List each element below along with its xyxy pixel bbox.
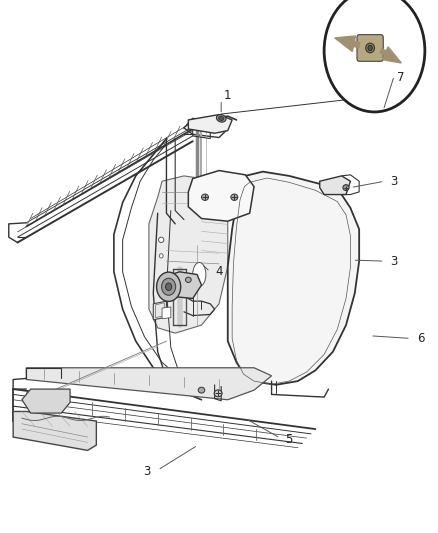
Ellipse shape — [219, 116, 224, 120]
Ellipse shape — [166, 283, 172, 290]
Ellipse shape — [214, 390, 222, 397]
Ellipse shape — [198, 387, 205, 393]
FancyBboxPatch shape — [357, 35, 383, 61]
Text: 3: 3 — [391, 255, 398, 268]
Ellipse shape — [157, 272, 180, 302]
Circle shape — [324, 0, 425, 112]
Ellipse shape — [162, 278, 176, 295]
Ellipse shape — [343, 184, 349, 191]
Text: 3: 3 — [143, 465, 150, 478]
Text: 7: 7 — [397, 71, 405, 84]
Text: 3: 3 — [391, 175, 398, 188]
Ellipse shape — [216, 115, 226, 122]
Polygon shape — [158, 272, 201, 298]
Polygon shape — [13, 411, 96, 450]
Text: 6: 6 — [417, 332, 424, 345]
Polygon shape — [320, 176, 350, 195]
FancyArrow shape — [380, 47, 401, 63]
Ellipse shape — [231, 194, 238, 200]
Polygon shape — [228, 172, 359, 385]
Polygon shape — [149, 176, 228, 333]
Text: 1: 1 — [224, 90, 232, 102]
Text: 4: 4 — [215, 265, 223, 278]
Polygon shape — [153, 301, 166, 320]
Ellipse shape — [186, 277, 191, 282]
Ellipse shape — [368, 45, 372, 51]
Polygon shape — [188, 171, 254, 221]
Text: 5: 5 — [286, 433, 293, 446]
Polygon shape — [188, 115, 232, 133]
Ellipse shape — [159, 254, 163, 258]
Polygon shape — [26, 368, 272, 400]
Ellipse shape — [366, 43, 374, 53]
FancyArrow shape — [335, 36, 360, 52]
Polygon shape — [162, 307, 171, 319]
Ellipse shape — [201, 194, 208, 200]
Polygon shape — [22, 389, 70, 413]
Ellipse shape — [193, 263, 206, 287]
Ellipse shape — [159, 237, 164, 243]
